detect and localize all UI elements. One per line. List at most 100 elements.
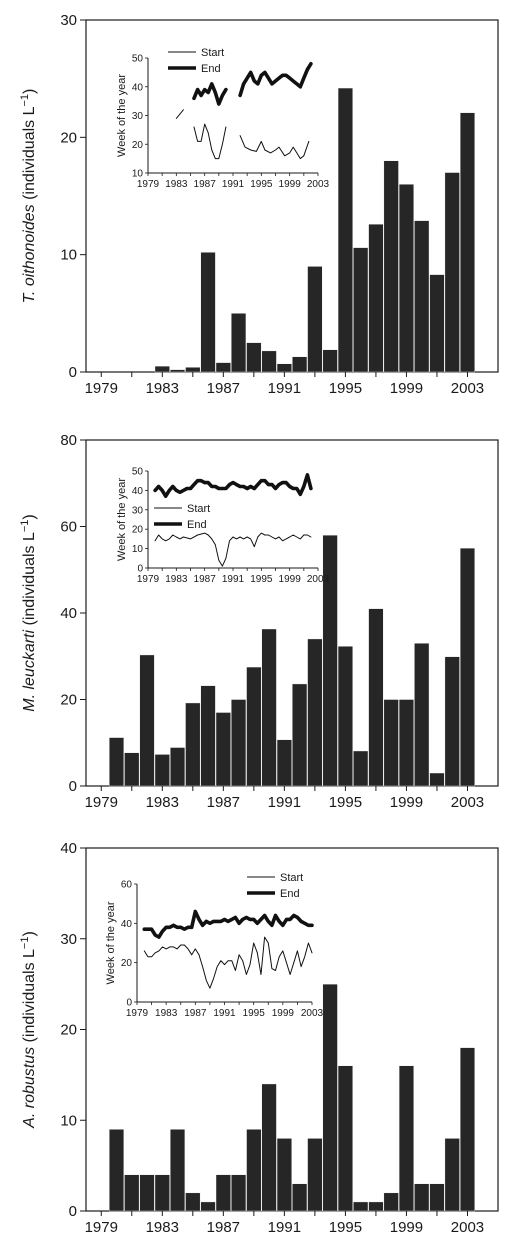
inset-panel-1: 10 20 30 40 50 1979 1983 1987 1991 1995 1999 2003 We… <box>116 47 330 190</box>
y-tick-label: 30 <box>60 931 77 948</box>
bar-2003 <box>459 547 476 787</box>
y-axis-label-species: T. oithonoides <box>21 200 38 303</box>
y-axis-label: A. robustus (individuals L−1) <box>19 931 38 1129</box>
bar-1994 <box>322 534 338 787</box>
bar-2003 <box>459 1047 476 1212</box>
y-tick-label: 40 <box>60 605 77 622</box>
bar-2002 <box>444 172 460 373</box>
x-tick-label: 1999 <box>390 794 423 811</box>
inset-y-tick-label: 50 <box>132 467 144 478</box>
bar-1992 <box>292 356 308 373</box>
legend-label-end: End <box>201 63 221 75</box>
x-tick-label: 2003 <box>451 794 484 811</box>
x-tick-label: 1987 <box>207 1219 240 1236</box>
inset-y-tick-label: 0 <box>137 564 143 575</box>
bar-1996 <box>353 1201 369 1212</box>
y-tick-label: 0 <box>69 364 77 381</box>
bar-2001 <box>429 772 445 787</box>
bar-1994 <box>322 983 338 1212</box>
bar-1985 <box>185 367 201 373</box>
legend-label-start: Start <box>280 872 303 884</box>
inset-y-axis-label: Week of the year <box>105 901 117 984</box>
bar-1986 <box>200 685 216 787</box>
inset-x-tick-label: 1987 <box>184 1008 207 1019</box>
y-axis-label-close: ) <box>21 89 38 94</box>
bar-1987 <box>215 712 231 787</box>
inset-y-tick-label: 0 <box>126 998 132 1009</box>
bar-1993 <box>307 638 323 787</box>
y-axis-label-unit: (individuals L <box>21 949 38 1042</box>
y-tick-label: 10 <box>60 247 77 264</box>
x-tick-label: 2003 <box>451 1219 484 1236</box>
inset-x-tick-label: 1995 <box>243 1008 266 1019</box>
chart-panel-2: 0 20 40 60 80 1979 1983 1987 1991 1995 1999 2003 M. … <box>19 432 499 811</box>
chart-panel-1: 0 10 20 30 1979 1983 1987 1991 1995 1999 2003 T. oi… <box>19 12 499 397</box>
inset-x-tick-label: 1979 <box>137 179 160 190</box>
bar-1983 <box>154 365 170 373</box>
inset-panel-2: 0 10 20 30 40 50 1979 1983 1987 1991 1995 1999 2003 W… <box>116 467 330 586</box>
series-start-line <box>239 135 310 160</box>
y-axis-label: T. oithonoides (individuals L−1) <box>19 89 38 304</box>
legend-label-end: End <box>280 888 300 900</box>
y-tick-label: 20 <box>60 129 77 146</box>
bar-1999 <box>398 699 414 787</box>
bar-1992 <box>292 1183 308 1212</box>
x-tick-label: 1995 <box>329 1219 362 1236</box>
inset-legend: Start End <box>247 872 303 900</box>
bar-1980 <box>108 1129 125 1212</box>
inset-x-tick-label: 2003 <box>301 1008 324 1019</box>
y-tick-label: 0 <box>69 778 77 795</box>
bar-1992 <box>292 683 308 787</box>
bar-1990 <box>261 350 277 373</box>
y-axis-label-sup: −1 <box>19 520 31 533</box>
inset-y-tick-label: 50 <box>132 54 144 65</box>
x-tick-label: 1987 <box>207 794 240 811</box>
bar-1995 <box>337 87 353 373</box>
bar-1997 <box>368 223 384 373</box>
bar-1982 <box>139 654 155 787</box>
y-axis-label: M. leuckarti (individuals L−1) <box>19 514 38 712</box>
bar-1988 <box>231 1174 247 1212</box>
bar-1990 <box>261 628 277 787</box>
chart-panel-3: 0 10 20 30 40 1979 1983 1987 1991 1995 1999 2003 A. … <box>19 840 499 1236</box>
y-axis-label-unit: (individuals L <box>21 532 38 625</box>
series-end-line <box>153 473 313 498</box>
inset-y-axis-label: Week of the year <box>116 478 128 561</box>
y-tick-label: 60 <box>60 519 77 536</box>
inset-x-tick-label: 2003 <box>307 179 330 190</box>
inset-x-tick-label: 1991 <box>222 574 245 585</box>
inset-y-tick-label: 40 <box>132 82 144 93</box>
bar-1991 <box>276 1138 292 1212</box>
x-tick-label: 1995 <box>329 380 362 397</box>
bar-2000 <box>414 643 430 787</box>
y-axis-label-sup: −1 <box>19 94 31 107</box>
bar-1997 <box>368 1201 384 1212</box>
bar-1980 <box>108 737 125 787</box>
x-tick-label: 1983 <box>146 1219 179 1236</box>
x-tick-label: 1991 <box>268 794 301 811</box>
inset-y-tick-label: 20 <box>121 958 133 969</box>
inset-y-axis-label: Week of the year <box>116 74 128 157</box>
inset-y-tick-label: 20 <box>132 525 144 536</box>
series-end-line <box>142 909 314 939</box>
x-tick-label: 1979 <box>85 380 118 397</box>
y-axis-label-close: ) <box>21 514 38 519</box>
legend-label-start: Start <box>187 503 210 515</box>
series-end-line <box>238 62 313 98</box>
bar-1998 <box>383 160 399 373</box>
bar-1983 <box>154 1174 170 1212</box>
x-tick-label: 1995 <box>329 794 362 811</box>
series-start-line <box>143 936 313 989</box>
x-tick-label: 1999 <box>390 380 423 397</box>
y-axis-label-unit: (individuals L <box>21 106 38 199</box>
bar-1991 <box>276 739 292 787</box>
y-tick-label: 20 <box>60 1022 77 1039</box>
inset-x-tick-label: 1983 <box>165 179 188 190</box>
x-tick-label: 1999 <box>390 1219 423 1236</box>
bar-1988 <box>231 313 247 373</box>
inset-x-tick-label: 1979 <box>126 1008 149 1019</box>
bar-1996 <box>353 750 369 787</box>
bar-1998 <box>383 1192 399 1212</box>
bar-1989 <box>246 342 262 373</box>
x-tick-label: 2003 <box>451 380 484 397</box>
